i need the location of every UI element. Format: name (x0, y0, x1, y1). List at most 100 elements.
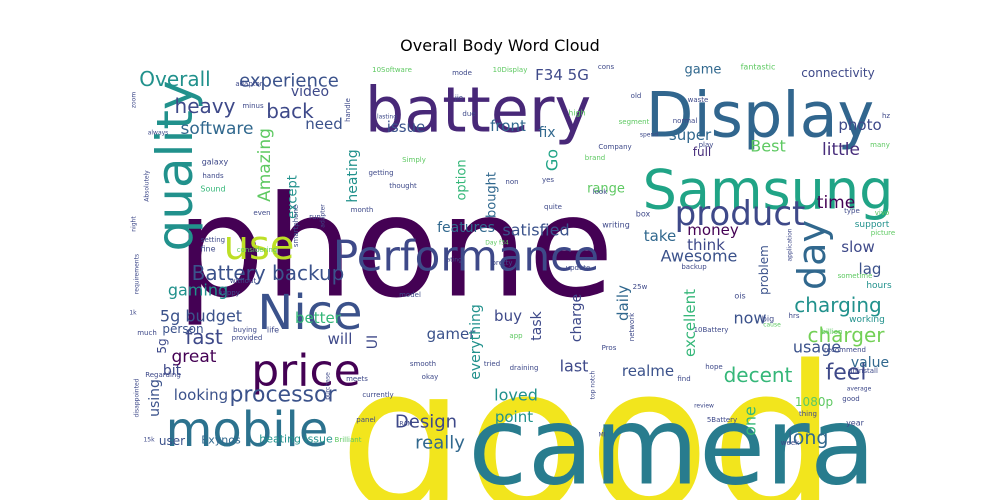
word-15: processor (229, 383, 337, 408)
word-22: Design (395, 412, 457, 433)
word-38: slow (841, 238, 874, 256)
word-110: always (148, 130, 169, 137)
word-122: adapter (320, 204, 327, 228)
word-88: hours (866, 281, 892, 291)
word-171: picture (871, 229, 895, 237)
word-47: need (305, 115, 343, 133)
word-154: spend (640, 132, 658, 139)
word-116: provided (232, 334, 263, 342)
word-76: realme (622, 362, 674, 380)
word-79: buy (494, 307, 522, 325)
word-166: writing (602, 221, 630, 230)
word-8: quality (146, 80, 204, 251)
word-59: heating (345, 149, 361, 202)
word-2: camera (468, 385, 876, 500)
word-18: heavy (175, 94, 236, 118)
word-66: using (147, 379, 163, 417)
word-93: 10Battery (694, 326, 729, 334)
word-58: option (455, 159, 470, 200)
word-84: usage (793, 338, 841, 357)
word-51: connectivity (801, 66, 874, 80)
word-25: charger (807, 323, 885, 347)
word-24: charging (794, 293, 881, 317)
word-124: even (253, 209, 270, 217)
word-157: waste (688, 96, 709, 104)
word-87: 1080p (795, 395, 833, 409)
word-39: lag (859, 260, 882, 278)
word-190: 15k (143, 437, 155, 444)
word-33: Awesome (661, 247, 738, 266)
word-191: 5g (155, 338, 169, 353)
word-62: will (328, 330, 353, 348)
word-181: uninstall (848, 367, 878, 375)
word-165: quite (544, 203, 562, 211)
word-179: billion (822, 328, 843, 336)
word-60: except (286, 175, 301, 219)
word-168: Day f34 (485, 240, 509, 247)
word-177: hrs (789, 312, 800, 320)
word-153: segment (619, 118, 650, 126)
word-117: buying (233, 326, 257, 334)
word-135: tried (484, 360, 500, 368)
word-102: currently (362, 391, 393, 399)
word-54: range (587, 182, 625, 197)
word-119: much (137, 329, 157, 337)
word-28: long (787, 427, 828, 449)
word-185: thing (799, 410, 817, 418)
word-73: loved (494, 386, 538, 405)
word-161: look (593, 188, 609, 196)
word-78: charge (569, 294, 585, 342)
word-75: last (560, 357, 589, 376)
word-53: Go (543, 149, 562, 171)
word-92: 10Software (372, 66, 412, 74)
word-52: fix (538, 125, 555, 141)
word-143: MI (599, 432, 606, 439)
word-90: support (855, 220, 890, 230)
word-145: cons (598, 63, 615, 71)
word-49: F34 5G (535, 66, 589, 84)
word-141: network (628, 312, 636, 341)
word-56: features (437, 220, 495, 236)
word-156: normal (673, 117, 698, 125)
word-77: task (529, 310, 545, 340)
word-144: 25w (633, 283, 648, 291)
chart-title: Overall Body Word Cloud (400, 36, 600, 55)
word-113: fine (200, 245, 215, 254)
word-80: daily (614, 285, 632, 321)
word-176: big (762, 315, 774, 324)
word-167: box (636, 210, 651, 219)
word-138: update (566, 264, 591, 272)
word-120: Regarding (145, 371, 181, 379)
word-82: one (741, 406, 760, 436)
word-10: Performance (333, 232, 599, 281)
word-70: heating issue (259, 433, 333, 446)
word-106: Absolutely (144, 170, 151, 202)
word-180: average (847, 386, 872, 393)
word-118: life (267, 326, 279, 335)
word-32: 5g budget (160, 307, 242, 326)
word-71: gamer (427, 325, 477, 343)
word-44: super (669, 126, 712, 144)
word-129: panel (356, 416, 375, 424)
word-9: price (251, 346, 361, 397)
word-12: product (675, 194, 806, 234)
word-29: fast (185, 325, 223, 349)
word-164: yes (542, 176, 554, 184)
word-16: Overall (139, 67, 210, 91)
word-0: good (339, 324, 838, 500)
word-132: meets (346, 375, 368, 383)
word-97: Sound (200, 185, 225, 194)
word-104: disappointed (134, 378, 141, 417)
word-170: vivo (875, 209, 890, 217)
word-163: non (505, 178, 518, 186)
word-48: video (291, 84, 329, 100)
word-64: bit (163, 363, 182, 379)
word-173: ois (734, 292, 745, 301)
word-89: working (849, 315, 885, 325)
word-159: hz (882, 112, 890, 120)
word-74: point (495, 408, 533, 426)
word-188: good (842, 395, 859, 403)
word-14: Battery backup (192, 261, 345, 285)
word-189: recommend (824, 346, 866, 354)
word-19: back (266, 99, 314, 123)
